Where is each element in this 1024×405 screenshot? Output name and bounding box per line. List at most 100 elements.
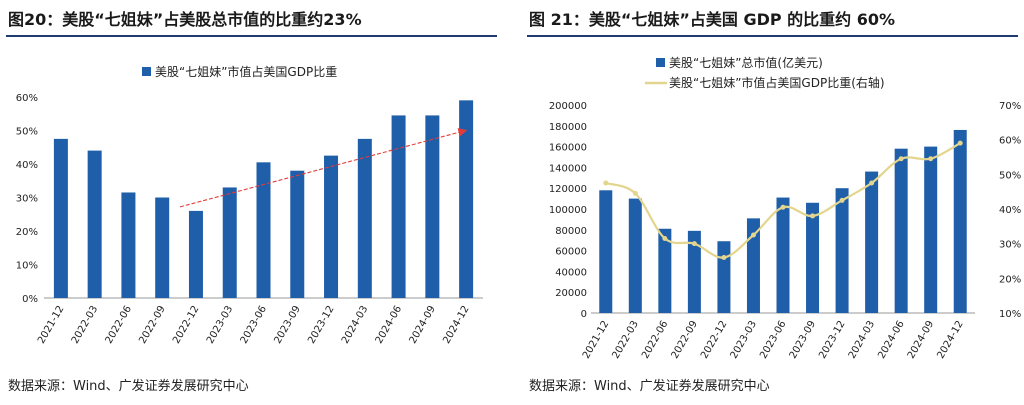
line-point <box>603 180 609 186</box>
bar <box>425 115 440 298</box>
right-legend: 美股“七姐妹”总市值(亿美元) 美股“七姐妹”市值占美国GDP比重(右轴) <box>645 55 885 90</box>
bar <box>121 192 136 298</box>
line-point <box>632 190 638 196</box>
y-tick-label: 10% <box>16 261 38 272</box>
bar <box>53 138 68 298</box>
bar <box>894 148 908 313</box>
left-source-note: 数据来源：Wind、广发证券发展研究中心 <box>8 379 249 394</box>
x-tick-label: 2022-09 <box>137 304 167 346</box>
bar <box>222 187 237 298</box>
x-tick-label: 2022-12 <box>171 304 201 346</box>
legend-label-line: 美股“七姐妹”市值占美国GDP比重(右轴) <box>669 75 885 90</box>
x-tick-label: 2024-12 <box>441 304 471 346</box>
line-point <box>721 255 727 261</box>
x-tick-label: 2024-06 <box>876 319 906 361</box>
bar <box>324 155 339 298</box>
line-point <box>898 156 904 162</box>
line-point <box>780 204 786 210</box>
right-title-rule <box>527 35 1018 37</box>
legend-label: 美股“七姐妹”市值占美国GDP比重 <box>155 64 337 79</box>
line-point <box>957 140 963 146</box>
bar <box>628 198 642 313</box>
y-tick-label: 180000 <box>549 122 587 133</box>
y2-tick-label: 10% <box>999 309 1021 320</box>
bar <box>188 210 203 298</box>
line-point <box>810 213 816 219</box>
bar <box>953 129 967 313</box>
bar <box>459 100 474 298</box>
left-title-rule <box>6 35 497 37</box>
y-tick-label: 40% <box>16 160 38 171</box>
line-point <box>662 235 668 241</box>
x-tick-label: 2023-12 <box>306 304 336 346</box>
x-tick-label: 2022-09 <box>670 319 700 361</box>
y-tick-label: 140000 <box>549 163 587 174</box>
bar <box>687 230 701 313</box>
y2-tick-label: 30% <box>999 240 1021 251</box>
x-tick-label: 2022-06 <box>640 319 670 361</box>
bar <box>865 171 879 313</box>
line-point <box>869 180 875 186</box>
x-tick-label: 2024-03 <box>340 304 370 346</box>
x-tick-label: 2024-09 <box>906 319 936 361</box>
y-tick-label: 0 <box>581 309 587 320</box>
bar <box>924 146 938 313</box>
legend-swatch <box>142 67 151 76</box>
legend-swatch-bar <box>656 58 665 67</box>
bar <box>290 170 305 298</box>
bar <box>599 190 613 313</box>
legend-label-bar: 美股“七姐妹”总市值(亿美元) <box>669 55 823 70</box>
y-tick-label: 0% <box>22 294 38 305</box>
x-tick-label: 2023-03 <box>205 304 235 346</box>
bar <box>806 202 820 313</box>
line-point <box>839 197 845 203</box>
bar <box>357 138 372 298</box>
y-tick-label: 80000 <box>555 226 587 237</box>
x-tick-label: 2022-03 <box>610 319 640 361</box>
left-panel: 图20：美股“七姐妹”占美股总市值的比重约23% 美股“七姐妹”市值占美国GDP… <box>0 0 503 405</box>
x-tick-label: 2023-09 <box>788 319 818 361</box>
y-tick-label: 50% <box>16 127 38 138</box>
left-chart-svg: 美股“七姐妹”市值占美国GDP比重 0% 10% 20% 30% 40% 50% 60% 202… <box>16 64 483 346</box>
x-tick-label: 2024-03 <box>847 319 877 361</box>
bar <box>658 228 672 313</box>
y2-tick-label: 60% <box>999 136 1021 147</box>
y-tick-label: 40000 <box>555 267 587 278</box>
x-tick-label: 2022-03 <box>70 304 100 346</box>
left-legend: 美股“七姐妹”市值占美国GDP比重 <box>142 64 337 79</box>
right-chart-title: 图 21：美股“七姐妹”占美国 GDP 的比重约 60% <box>529 10 896 29</box>
x-tick-label: 2024-12 <box>935 319 965 361</box>
x-tick-label: 2023-09 <box>272 304 302 346</box>
y2-tick-label: 20% <box>999 274 1021 285</box>
bar <box>87 150 102 298</box>
trend-arrow <box>179 128 468 208</box>
y2-tick-label: 40% <box>999 205 1021 216</box>
y2-tick-label: 50% <box>999 170 1021 181</box>
x-tick-label: 2024-09 <box>408 304 438 346</box>
y-tick-label: 200000 <box>549 101 587 112</box>
bar <box>835 188 849 313</box>
y-tick-label: 20% <box>16 227 38 238</box>
x-tick-label: 2023-03 <box>729 319 759 361</box>
bar <box>717 241 731 313</box>
bar <box>391 115 406 298</box>
bar <box>155 197 170 298</box>
y-tick-label: 60% <box>16 93 38 104</box>
right-panel: 图 21：美股“七姐妹”占美国 GDP 的比重约 60% 美股“七姐妹”总市值(… <box>521 0 1024 405</box>
x-tick-label: 2023-06 <box>239 304 269 346</box>
right-source-note: 数据来源：Wind、广发证券发展研究中心 <box>529 379 770 394</box>
y-tick-label: 60000 <box>555 247 587 258</box>
x-tick-label: 2024-06 <box>374 304 404 346</box>
left-chart-title: 图20：美股“七姐妹”占美股总市值的比重约23% <box>8 10 362 29</box>
y-tick-label: 160000 <box>549 143 587 154</box>
y-tick-label: 20000 <box>555 288 587 299</box>
x-tick-label: 2022-06 <box>104 304 134 346</box>
right-chart-svg: 美股“七姐妹”总市值(亿美元) 美股“七姐妹”市值占美国GDP比重(右轴) 0 200… <box>549 55 1021 361</box>
y-tick-label: 30% <box>16 194 38 205</box>
line-point <box>691 241 697 247</box>
x-tick-label: 2021-12 <box>581 319 611 361</box>
bar <box>256 162 271 298</box>
line-point <box>750 232 756 238</box>
x-tick-label: 2021-12 <box>36 304 66 346</box>
y-tick-label: 120000 <box>549 184 587 195</box>
